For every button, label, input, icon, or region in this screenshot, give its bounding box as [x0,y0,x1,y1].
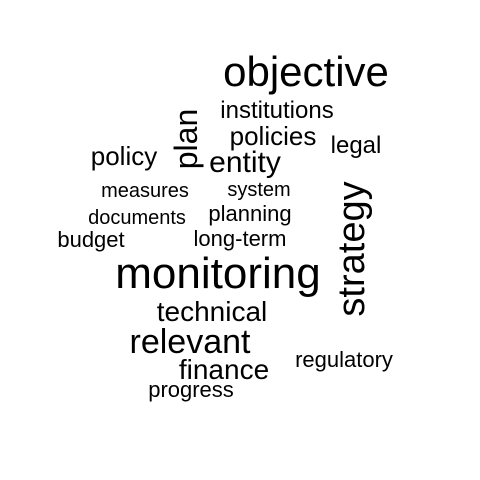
word-policies: policies [229,121,317,151]
word-regulatory: regulatory [295,347,393,372]
word-monitoring: monitoring [115,249,321,298]
word-system: system [227,179,291,201]
word-plan: plan [168,108,204,170]
word-institutions: institutions [220,97,334,124]
word-long-term: long-term [193,226,287,251]
word-documents: documents [88,207,186,229]
word-policy: policy [90,141,158,171]
word-planning: planning [208,201,292,226]
word-legal: legal [330,132,382,159]
word-budget: budget [57,227,125,252]
word-finance: finance [178,354,270,385]
word-relevant: relevant [129,323,251,361]
word-strategy: strategy [331,181,373,317]
word-progress: progress [148,377,234,402]
word-measures: measures [101,180,189,202]
word-technical: technical [156,296,268,327]
word-objective: objective [223,48,389,95]
word-entity: entity [209,146,281,179]
